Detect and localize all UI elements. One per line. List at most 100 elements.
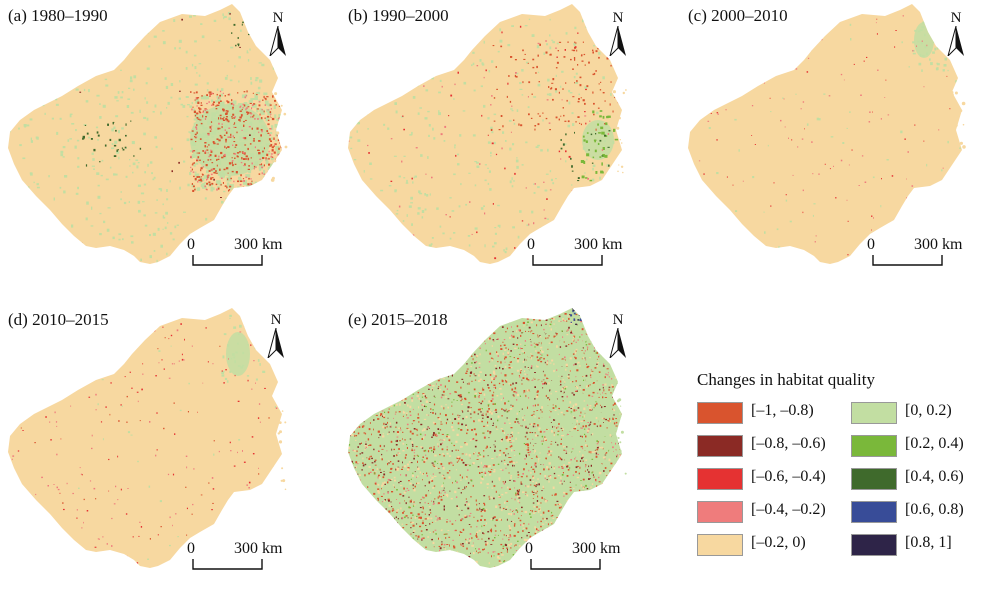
change-pixel — [552, 41, 555, 44]
change-pixel — [349, 136, 353, 139]
change-pixel — [148, 485, 151, 488]
change-pixel — [488, 437, 490, 439]
change-pixel — [220, 93, 223, 97]
change-pixel — [255, 340, 257, 343]
change-pixel — [425, 494, 428, 497]
change-pixel — [12, 391, 14, 393]
change-pixel — [365, 39, 368, 41]
change-pixel — [283, 165, 286, 168]
change-pixel — [206, 178, 208, 181]
change-pixel — [602, 365, 605, 367]
change-pixel — [207, 178, 209, 180]
change-pixel — [512, 331, 514, 333]
change-pixel — [162, 215, 165, 219]
change-pixel — [886, 159, 889, 161]
change-pixel — [397, 537, 400, 539]
change-pixel — [349, 100, 352, 102]
change-pixel — [552, 514, 554, 516]
change-pixel — [62, 384, 64, 386]
change-pixel — [221, 126, 226, 132]
change-pixel — [474, 396, 477, 398]
change-pixel — [137, 184, 141, 187]
change-pixel — [560, 427, 563, 429]
change-pixel — [571, 170, 574, 172]
change-pixel — [143, 116, 147, 119]
change-pixel — [543, 181, 545, 183]
change-pixel — [894, 46, 896, 48]
change-pixel — [404, 398, 407, 400]
change-pixel — [273, 180, 278, 183]
change-pixel — [202, 186, 207, 189]
change-pixel — [358, 371, 360, 373]
change-pixel — [192, 189, 195, 192]
change-pixel — [429, 523, 431, 525]
change-pixel — [377, 475, 379, 477]
change-pixel — [396, 396, 398, 398]
change-pixel — [367, 339, 370, 341]
change-pixel — [467, 406, 470, 409]
change-pixel — [194, 40, 197, 43]
change-pixel — [583, 160, 586, 164]
change-pixel — [162, 203, 164, 206]
change-pixel — [122, 238, 124, 241]
change-pixel — [586, 153, 590, 157]
change-pixel — [356, 500, 358, 503]
change-pixel — [160, 188, 163, 192]
change-pixel — [480, 18, 483, 21]
change-pixel — [260, 153, 265, 158]
change-pixel — [586, 311, 589, 314]
change-pixel — [394, 30, 396, 32]
change-pixel — [508, 367, 511, 369]
change-pixel — [574, 82, 576, 84]
change-pixel — [233, 123, 235, 125]
change-pixel — [484, 540, 487, 543]
change-pixel — [398, 548, 401, 551]
change-pixel — [240, 145, 245, 150]
change-pixel — [276, 150, 280, 156]
change-pixel — [283, 161, 284, 163]
change-pixel — [447, 357, 448, 360]
change-pixel — [849, 9, 852, 12]
change-pixel — [593, 130, 596, 132]
change-pixel — [560, 139, 562, 141]
change-pixel — [581, 435, 583, 438]
change-pixel — [225, 140, 227, 143]
change-pixel — [424, 395, 426, 398]
change-pixel — [10, 544, 12, 547]
change-pixel — [264, 179, 266, 182]
change-pixel — [390, 501, 392, 503]
change-pixel — [592, 164, 596, 167]
change-pixel — [121, 147, 124, 149]
change-pixel — [212, 502, 214, 504]
change-pixel — [624, 467, 625, 468]
change-pixel — [375, 483, 377, 485]
change-pixel — [458, 310, 461, 313]
habitat-map-e — [348, 308, 627, 568]
change-pixel — [366, 499, 368, 501]
change-pixel — [215, 100, 219, 103]
change-pixel — [529, 484, 532, 486]
change-pixel — [494, 257, 497, 260]
change-pixel — [873, 217, 874, 219]
change-pixel — [575, 466, 578, 469]
island — [622, 171, 624, 174]
change-pixel — [249, 134, 251, 136]
change-pixel — [464, 464, 467, 466]
change-pixel — [234, 360, 236, 364]
change-pixel — [443, 547, 445, 548]
change-pixel — [207, 175, 211, 179]
change-pixel — [368, 472, 370, 475]
change-pixel — [366, 237, 369, 241]
change-pixel — [563, 341, 565, 343]
change-pixel — [797, 146, 799, 148]
change-pixel — [487, 531, 490, 533]
change-pixel — [245, 107, 248, 109]
change-pixel — [233, 23, 236, 26]
change-pixel — [12, 517, 14, 520]
change-pixel — [437, 379, 440, 382]
change-pixel — [163, 427, 165, 430]
change-pixel — [413, 176, 415, 179]
change-pixel — [95, 393, 97, 396]
change-pixel — [266, 108, 271, 113]
change-pixel — [279, 159, 282, 161]
